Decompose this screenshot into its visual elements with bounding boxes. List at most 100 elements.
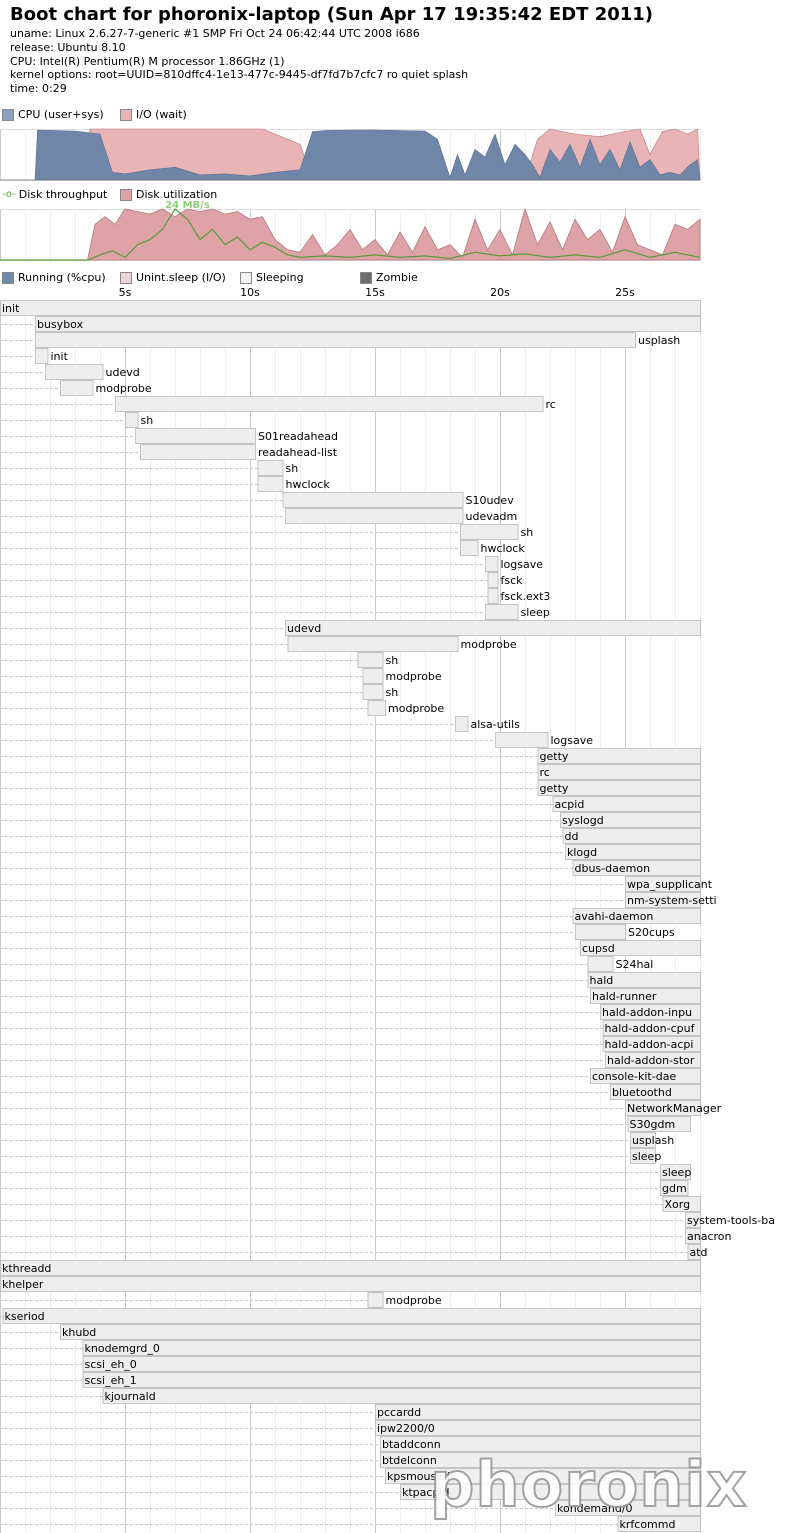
process-label: sh (386, 654, 399, 667)
process-bar (565, 844, 701, 860)
cpu-swatch-icon (2, 108, 14, 121)
process-bar (400, 1484, 701, 1500)
process-label: console-kit-dae (592, 1070, 676, 1083)
process-label: kthreadd (2, 1262, 51, 1275)
legend-disk-throughput: -o- Disk throughput (2, 188, 107, 201)
process-bar (357, 652, 384, 668)
process-label: hald (590, 974, 614, 987)
process-bar (660, 1164, 691, 1180)
process-label: usplash (638, 334, 680, 347)
process-label: hald-addon-cpuf (605, 1022, 696, 1035)
process-label: scsi_eh_0 (85, 1358, 137, 1371)
process-bar (285, 620, 701, 636)
process-bar (662, 1196, 701, 1212)
process-bar (125, 412, 139, 428)
process-label: S10udev (466, 494, 515, 507)
process-label: system-tools-ba (687, 1214, 775, 1227)
process-bar (60, 1324, 701, 1340)
process-label: S20cups (628, 926, 675, 939)
process-bar (367, 700, 386, 716)
process-label: rc (546, 398, 556, 411)
process-label: khelper (2, 1278, 44, 1291)
process-label: modprobe (388, 702, 444, 715)
process-label: knodemgrd_0 (85, 1342, 160, 1355)
chart-title: Boot chart for phoronix-laptop (Sun Apr … (10, 4, 654, 25)
process-bar (610, 1084, 701, 1100)
process-label: dd (565, 830, 579, 843)
process-label: ktpacpid (402, 1486, 449, 1499)
legend-unint: Unint.sleep (I/O) (120, 271, 226, 284)
process-bar (135, 428, 256, 444)
process-label: krfcommd (620, 1518, 676, 1531)
process-bar (590, 1068, 701, 1084)
cpu-line: CPU: Intel(R) Pentium(R) M processor 1.8… (10, 55, 285, 68)
process-label: bluetoothd (612, 1086, 672, 1099)
process-label: Xorg (665, 1198, 691, 1211)
process-bar (660, 1180, 689, 1196)
process-bar (287, 636, 459, 652)
process-label: hald-addon-acpi (605, 1038, 694, 1051)
process-bar (580, 940, 701, 956)
process-bar (362, 668, 384, 684)
process-label: init (51, 350, 69, 363)
process-label: gdm (662, 1182, 687, 1195)
time-tick-label: 20s (490, 286, 510, 299)
process-bar (625, 876, 701, 892)
process-bar (102, 1388, 701, 1404)
process-label: S01readahead (258, 430, 338, 443)
process-label: pccardd (377, 1406, 421, 1419)
legend-running-label: Running (%cpu) (18, 271, 106, 284)
time-tick-label: 10s (240, 286, 260, 299)
process-label: sh (521, 526, 534, 539)
process-label: btdelconn (382, 1454, 437, 1467)
util-swatch-icon (120, 188, 132, 201)
process-label: scsi_eh_1 (85, 1374, 137, 1387)
process-label: usplash (632, 1134, 674, 1147)
running-swatch-icon (2, 271, 14, 284)
time-tick-label: 15s (365, 286, 385, 299)
process-label: atd (690, 1246, 708, 1259)
process-label: dbus-daemon (575, 862, 651, 875)
legend-zombie: Zombie (360, 271, 418, 284)
line-marker-icon: -o- (2, 189, 16, 200)
process-bar (0, 1260, 701, 1276)
process-bar (385, 1468, 701, 1484)
process-label: hald-addon-inpu (602, 1006, 692, 1019)
process-bar (362, 684, 384, 700)
legend-sleeping-label: Sleeping (256, 271, 304, 284)
process-label: getty (540, 782, 569, 795)
process-label: S30gdm (630, 1118, 676, 1131)
process-bar (495, 732, 549, 748)
process-bar (562, 828, 701, 844)
process-label: syslogd (562, 814, 604, 827)
disk-throughput-line (0, 208, 701, 261)
process-bar (375, 1404, 701, 1420)
release-line: release: Ubuntu 8.10 (10, 41, 126, 54)
process-label: S24hal (616, 958, 654, 971)
process-label: hald-runner (592, 990, 657, 1003)
process-bar (82, 1356, 701, 1372)
process-bar (590, 988, 701, 1004)
legend-cpu-label: CPU (user+sys) (18, 108, 104, 121)
process-label: NetworkManager (627, 1102, 722, 1115)
process-label: logsave (501, 558, 544, 571)
process-bar (35, 332, 636, 348)
process-label: kpsmoused (387, 1470, 450, 1483)
process-label: acpid (555, 798, 585, 811)
unint-swatch-icon (120, 271, 132, 284)
legend-unint-label: Unint.sleep (I/O) (136, 271, 226, 284)
process-label: kseriod (5, 1310, 45, 1323)
io-swatch-icon (120, 108, 132, 121)
process-bar (685, 1228, 701, 1244)
process-bar (687, 1244, 701, 1260)
process-bar (460, 540, 479, 556)
process-bar (602, 1020, 701, 1036)
process-bar (257, 460, 284, 476)
process-bar (600, 1004, 701, 1020)
kernel-line: kernel options: root=UUID=810dffc4-1e13-… (10, 68, 469, 81)
legend-io: I/O (wait) (120, 108, 187, 121)
process-bar (82, 1372, 701, 1388)
legend-cpu: CPU (user+sys) (2, 108, 104, 121)
process-bar (460, 524, 519, 540)
process-bar (630, 1132, 656, 1148)
